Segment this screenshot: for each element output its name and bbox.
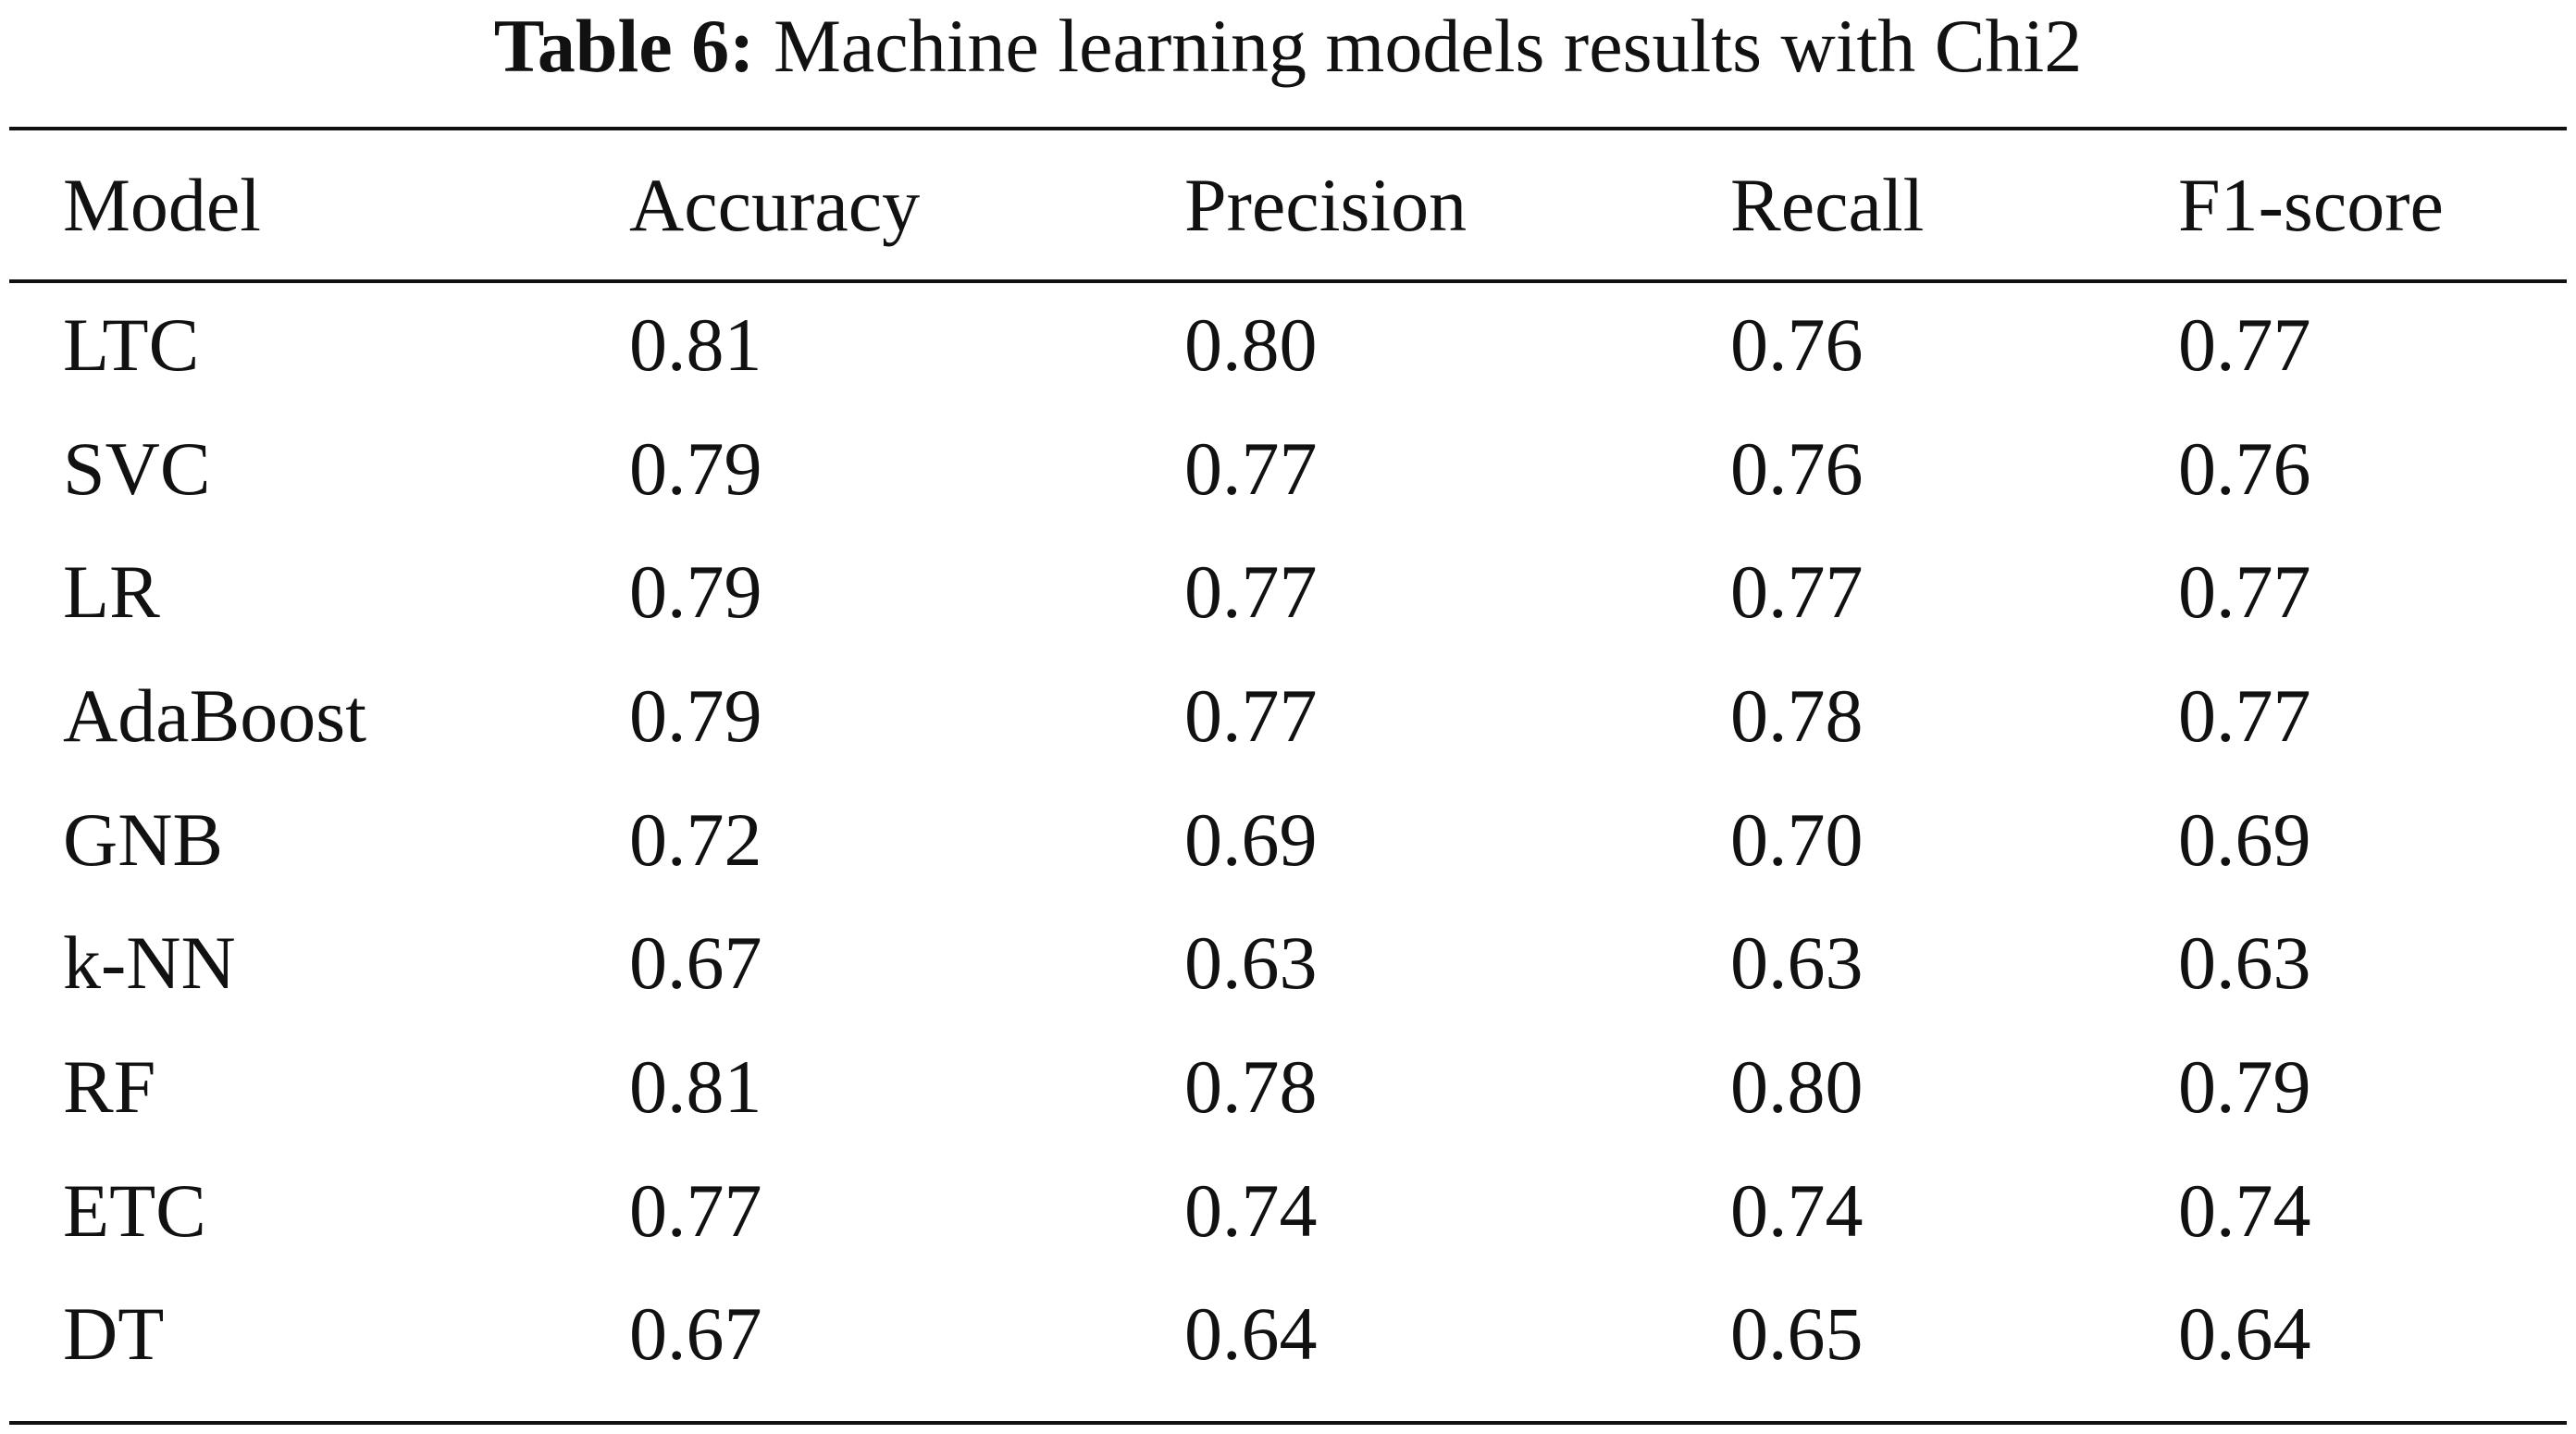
cell-f1-score: 0.74 xyxy=(2178,1168,2311,1253)
cell-f1-score: 0.77 xyxy=(2178,302,2311,387)
table-row: DT 0.67 0.64 0.65 0.64 xyxy=(9,1273,2567,1397)
results-table: Model Accuracy Precision Recall F1-score… xyxy=(9,130,2567,1396)
cell-f1-score: 0.77 xyxy=(2178,673,2311,758)
cell-f1-score: 0.79 xyxy=(2178,1044,2311,1129)
cell-precision: 0.74 xyxy=(1184,1168,1318,1253)
top-rule xyxy=(9,127,2567,130)
cell-recall: 0.65 xyxy=(1730,1292,1864,1377)
caption-label: Table 6: xyxy=(493,4,755,88)
cell-accuracy: 0.81 xyxy=(629,1044,762,1129)
cell-recall: 0.74 xyxy=(1730,1168,1864,1253)
cell-f1-score: 0.63 xyxy=(2178,921,2311,1006)
cell-recall: 0.76 xyxy=(1730,426,1864,511)
cell-accuracy: 0.81 xyxy=(629,302,762,387)
caption-text: Machine learning models results with Chi… xyxy=(774,4,2083,88)
cell-precision: 0.77 xyxy=(1184,426,1318,511)
cell-precision: 0.78 xyxy=(1184,1044,1318,1129)
header-model: Model xyxy=(63,162,262,247)
cell-precision: 0.63 xyxy=(1184,921,1318,1006)
cell-f1-score: 0.76 xyxy=(2178,426,2311,511)
cell-model: AdaBoost xyxy=(63,673,366,758)
header-rule xyxy=(9,279,2567,283)
table-row: SVC 0.79 0.77 0.76 0.76 xyxy=(9,407,2567,531)
cell-accuracy: 0.79 xyxy=(629,426,762,511)
cell-accuracy: 0.67 xyxy=(629,921,762,1006)
cell-model: GNB xyxy=(63,797,224,882)
table-row: LR 0.79 0.77 0.77 0.77 xyxy=(9,530,2567,654)
cell-precision: 0.64 xyxy=(1184,1292,1318,1377)
cell-f1-score: 0.69 xyxy=(2178,797,2311,882)
header-f1-score: F1-score xyxy=(2178,162,2444,247)
cell-f1-score: 0.64 xyxy=(2178,1292,2311,1377)
cell-accuracy: 0.77 xyxy=(629,1168,762,1253)
cell-model: DT xyxy=(63,1292,165,1377)
header-recall: Recall xyxy=(1730,162,1925,247)
cell-accuracy: 0.72 xyxy=(629,797,762,882)
table-row: ETC 0.77 0.74 0.74 0.74 xyxy=(9,1149,2567,1273)
table-row: LTC 0.81 0.80 0.76 0.77 xyxy=(9,283,2567,407)
cell-precision: 0.77 xyxy=(1184,550,1318,635)
cell-model: ETC xyxy=(63,1168,206,1253)
cell-recall: 0.78 xyxy=(1730,673,1864,758)
cell-accuracy: 0.67 xyxy=(629,1292,762,1377)
cell-accuracy: 0.79 xyxy=(629,673,762,758)
cell-precision: 0.69 xyxy=(1184,797,1318,882)
bottom-rule xyxy=(9,1421,2567,1425)
cell-precision: 0.80 xyxy=(1184,302,1318,387)
cell-recall: 0.80 xyxy=(1730,1044,1864,1129)
cell-precision: 0.77 xyxy=(1184,673,1318,758)
cell-model: k-NN xyxy=(63,921,236,1006)
cell-model: LR xyxy=(63,550,160,635)
cell-recall: 0.63 xyxy=(1730,921,1864,1006)
table-row: k-NN 0.67 0.63 0.63 0.63 xyxy=(9,901,2567,1025)
cell-model: LTC xyxy=(63,302,200,387)
cell-f1-score: 0.77 xyxy=(2178,550,2311,635)
header-row: Model Accuracy Precision Recall F1-score xyxy=(9,130,2567,279)
header-accuracy: Accuracy xyxy=(629,162,921,247)
table-row: AdaBoost 0.79 0.77 0.78 0.77 xyxy=(9,654,2567,778)
cell-accuracy: 0.79 xyxy=(629,550,762,635)
cell-model: RF xyxy=(63,1044,156,1129)
cell-recall: 0.70 xyxy=(1730,797,1864,882)
table-row: RF 0.81 0.78 0.80 0.79 xyxy=(9,1025,2567,1149)
cell-recall: 0.76 xyxy=(1730,302,1864,387)
cell-recall: 0.77 xyxy=(1730,550,1864,635)
cell-model: SVC xyxy=(63,426,211,511)
table-row: GNB 0.72 0.69 0.70 0.69 xyxy=(9,778,2567,902)
table-caption: Table 6: Machine learning models results… xyxy=(0,2,2576,91)
header-precision: Precision xyxy=(1184,162,1468,247)
